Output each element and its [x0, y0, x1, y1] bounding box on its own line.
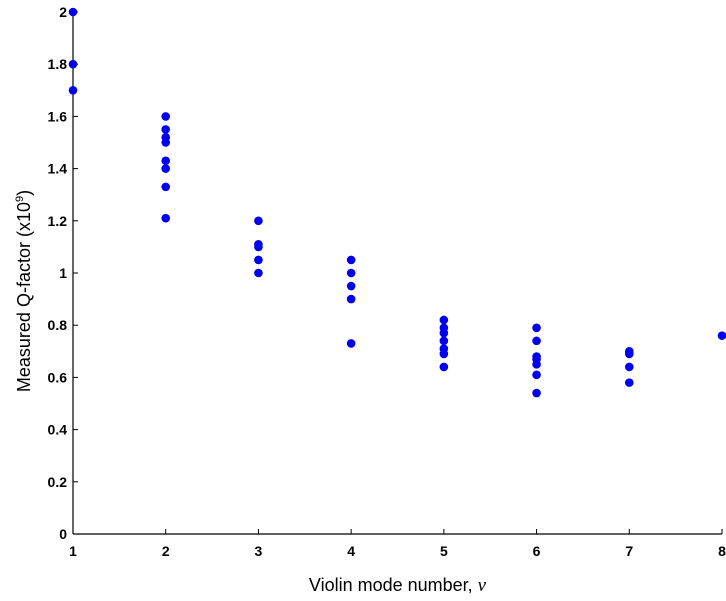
data-point	[439, 349, 449, 359]
data-point	[161, 213, 171, 223]
x-tick-label: 5	[440, 543, 448, 559]
y-tick-label: 1.2	[48, 213, 68, 229]
axes	[72, 12, 722, 535]
data-point	[532, 336, 541, 346]
data-point	[68, 59, 78, 69]
data-point	[439, 328, 449, 338]
data-point	[439, 336, 449, 346]
data-point	[624, 378, 634, 387]
y-tick-label: 0.8	[48, 317, 68, 333]
data-point	[346, 281, 356, 291]
data-point	[68, 86, 78, 95]
x-tick-label: 6	[533, 543, 541, 559]
y-axis-label: Measured Q-factor (x109)	[14, 190, 34, 392]
data-point	[346, 268, 356, 278]
x-tick-label: 8	[718, 543, 726, 559]
data-point	[624, 349, 634, 359]
data-point	[346, 294, 356, 304]
data-point	[717, 331, 726, 340]
y-tick-label: 1.4	[48, 161, 68, 177]
x-tick-label: 4	[347, 543, 355, 559]
y-tick-label: 0	[59, 526, 67, 542]
data-point	[346, 255, 356, 265]
data-point	[532, 370, 541, 380]
data-point	[161, 112, 171, 121]
data-point	[439, 362, 449, 372]
y-axis-label-suffix: )	[14, 190, 34, 196]
data-point	[161, 125, 171, 134]
data-point	[439, 315, 449, 325]
data-point	[161, 156, 171, 166]
x-axis-label-text: Violin mode number,	[309, 575, 478, 595]
data-point	[254, 268, 263, 278]
data-point	[254, 255, 263, 265]
x-tick-label: 7	[625, 543, 633, 559]
data-point	[254, 216, 263, 226]
y-tick-label: 1	[59, 265, 67, 281]
y-tick-label: 0.6	[48, 369, 68, 385]
data-point	[346, 339, 356, 348]
x-axis-label-symbol: v	[478, 575, 487, 596]
y-tick-label: 2	[59, 4, 67, 20]
y-axis-ticks: 0 0.2 0.4 0.6 0.8 1 1.2 1.4 1.6 1.8 2	[48, 4, 78, 542]
data-points	[68, 7, 726, 398]
x-axis-ticks: 1 2 3 4 5 6 7 8	[69, 529, 726, 559]
y-tick-label: 1.8	[48, 56, 68, 72]
y-tick-label: 1.6	[48, 108, 68, 124]
data-point	[624, 362, 634, 372]
data-point	[532, 323, 541, 333]
x-tick-label: 3	[255, 543, 263, 559]
data-point	[161, 182, 171, 192]
y-axis-label-exponent: 9	[14, 196, 26, 202]
x-tick-label: 1	[69, 543, 77, 559]
data-point	[68, 7, 78, 17]
x-axis-label: Violin mode number, v	[309, 575, 487, 596]
data-point	[161, 164, 171, 173]
data-point	[532, 388, 541, 398]
y-tick-label: 0.2	[48, 474, 68, 490]
y-axis-label-text: Measured Q-factor (x10	[14, 202, 34, 392]
data-point	[254, 242, 263, 252]
x-tick-label: 2	[162, 543, 170, 559]
data-point	[161, 138, 171, 147]
data-point	[532, 360, 541, 369]
y-tick-label: 0.4	[48, 422, 68, 438]
